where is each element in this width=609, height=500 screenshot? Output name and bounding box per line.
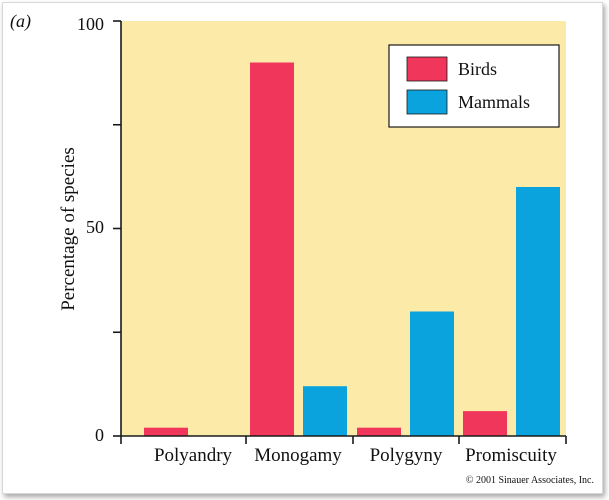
x-tick-label-polyandry: Polyandry — [154, 445, 233, 466]
bar-mammals-polygyny — [410, 311, 454, 436]
y-tick-label-100: 100 — [77, 14, 104, 34]
x-tick-label-monogamy: Monogamy — [254, 445, 342, 466]
bar-birds-polyandry — [144, 427, 188, 436]
bars-layer — [144, 62, 560, 436]
legend-swatch-mammals — [406, 89, 448, 115]
bar-birds-promiscuity — [463, 411, 507, 436]
legend: Birds Mammals — [388, 44, 560, 128]
y-tick-label-0: 0 — [95, 425, 104, 445]
legend-label-mammals: Mammals — [458, 92, 530, 112]
copyright-notice: © 2001 Sinauer Associates, Inc. — [466, 475, 594, 486]
legend-label-birds: Birds — [458, 59, 497, 79]
y-axis-label: Percentage of species — [58, 147, 79, 311]
bar-mammals-monogamy — [303, 386, 347, 436]
bar-birds-polygyny — [357, 427, 401, 436]
legend-swatch-birds — [406, 56, 448, 82]
bar-birds-monogamy — [250, 62, 294, 436]
bar-mammals-promiscuity — [516, 187, 560, 436]
x-tick-label-polygyny: Polygyny — [370, 445, 443, 466]
x-tick-label-promiscuity: Promiscuity — [465, 445, 557, 466]
panel-label: (a) — [10, 11, 31, 32]
axes-layer — [113, 20, 567, 444]
y-tick-label-50: 50 — [86, 217, 104, 237]
